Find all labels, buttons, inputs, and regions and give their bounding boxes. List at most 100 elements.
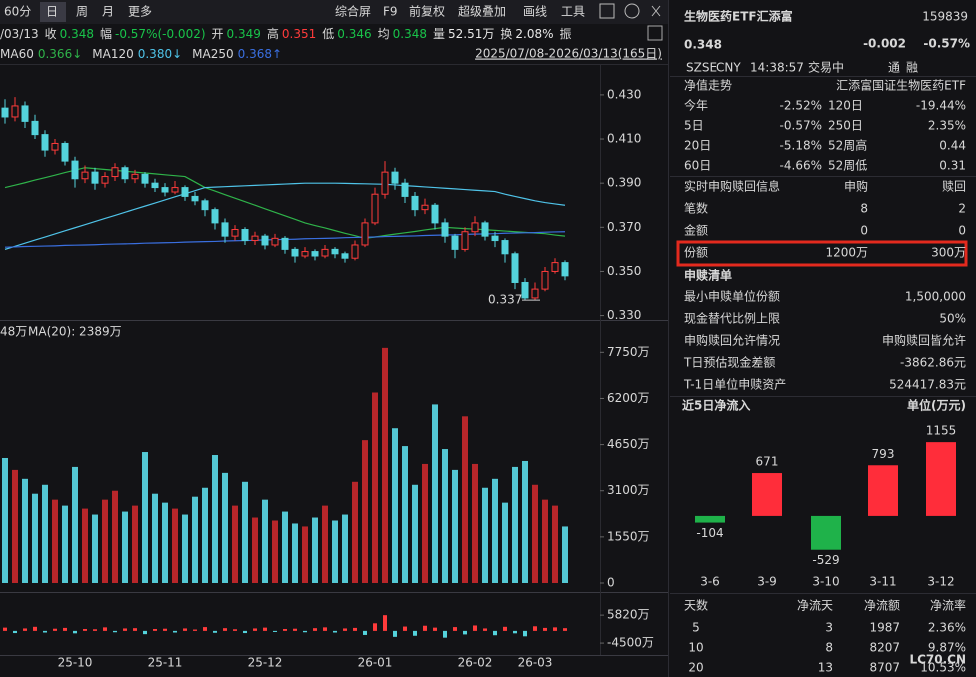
volume-bar (532, 484, 538, 583)
return: -2.52% (780, 99, 822, 113)
candle-body (261, 235, 269, 246)
flow-bar (103, 627, 107, 631)
candle-body (201, 200, 209, 211)
meta: SZSE (686, 61, 717, 75)
toolbar-item[interactable]: 日 (46, 5, 58, 19)
volume-bar (12, 469, 18, 583)
candle-body (161, 187, 169, 193)
flow-bar (313, 628, 317, 631)
volume-bar (342, 514, 348, 583)
candle-body (341, 253, 349, 259)
period: 今年 (684, 98, 708, 113)
candle-body (361, 222, 369, 246)
flow-bar (123, 628, 127, 631)
volume-bar (92, 514, 98, 583)
x-tick-label: 3-11 (869, 575, 896, 589)
flow-bar (153, 628, 157, 631)
volume-bar (252, 517, 258, 583)
candle-body (281, 237, 289, 250)
row-label: 现金替代比例上限 (684, 311, 780, 326)
candle-body (421, 204, 429, 211)
candle-body (81, 171, 89, 180)
data-label: 1155 (926, 424, 957, 438)
toolbar-item[interactable]: 更多 (128, 5, 152, 19)
x-tick-label: 3-9 (757, 575, 777, 589)
volume-bar (42, 484, 48, 583)
candle-body (61, 142, 69, 162)
quote-text: 均 (378, 27, 390, 41)
cell: -3862.86元 (900, 356, 966, 370)
icon[interactable] (647, 25, 663, 41)
toolbar-item[interactable]: 超级叠加 (458, 4, 506, 19)
quote-text: 低 (322, 27, 334, 41)
flow-bar (453, 627, 457, 631)
toolbar-item[interactable]: 60分 (4, 5, 31, 19)
section-title: 实时申购赎回信息 (684, 179, 780, 194)
volume-bar (482, 487, 488, 583)
y-tick-label: 0.390 (607, 176, 641, 190)
candle-body (311, 251, 319, 257)
ma-legend: MA60 0.366↓ MA120 0.380↓ MA250 0.368↑ (0, 47, 282, 61)
return: 0.44 (939, 139, 966, 153)
flow-bar (303, 630, 307, 633)
active-tab[interactable] (40, 2, 66, 22)
col-header: 净流天 (797, 599, 833, 613)
flow-bar (213, 630, 217, 633)
ma-line (4, 182, 566, 250)
cell: 50% (939, 312, 966, 326)
toolbar-item[interactable]: F9 (383, 5, 398, 19)
flow-bar (273, 630, 277, 632)
volume-bar (502, 502, 508, 583)
candle-body (271, 237, 279, 246)
cell: 申购赎回皆允许 (882, 333, 966, 348)
candle-body (41, 134, 49, 151)
cell: 13 (818, 661, 833, 675)
toolbar-item[interactable]: 周 (76, 5, 88, 19)
candle-body (481, 222, 489, 237)
cell: 8 (825, 641, 833, 655)
return: -0.57% (780, 119, 822, 133)
candle-body (251, 235, 259, 242)
volume-bar (472, 463, 478, 583)
quote-text: /03/13 (0, 27, 39, 41)
flow-bar (433, 627, 437, 631)
flow-bar (563, 628, 567, 631)
unit-label: 单位(万元) (907, 398, 966, 413)
x-tick-label: 26-01 (358, 656, 393, 670)
icon[interactable] (651, 5, 661, 17)
flow-bar (73, 630, 77, 634)
candle-body (11, 105, 19, 118)
change: -0.002 (863, 37, 906, 51)
volume-bar (22, 478, 28, 583)
icon[interactable] (624, 3, 640, 19)
candle-body (121, 167, 129, 180)
flow-bar (53, 628, 57, 631)
toolbar-item[interactable]: 综合屏 (335, 4, 371, 19)
ma-value: 0.380↓ (138, 47, 182, 61)
toolbar-item[interactable]: 前复权 (409, 4, 445, 19)
y-tick-label: 5820万 (607, 608, 650, 622)
candle-body (171, 187, 179, 193)
flow-bar (283, 628, 287, 631)
quote-text: 0.346 (337, 27, 371, 41)
quote-text: 0.348 (60, 27, 94, 41)
flow-bar (233, 629, 237, 631)
flow-bar (423, 625, 427, 631)
data-label: -529 (812, 553, 839, 567)
volume-bar (442, 449, 448, 583)
quote-text: 0.349 (227, 27, 261, 41)
volume-bar (222, 472, 228, 583)
icon[interactable] (599, 3, 615, 19)
quote-text: 换 (500, 27, 512, 41)
y-tick-label: 0.350 (607, 264, 641, 278)
toolbar-item[interactable]: 画线 (523, 5, 547, 19)
candle-body (181, 187, 189, 197)
flow-bar (503, 626, 507, 631)
flow-bar (253, 628, 257, 631)
cell: 2.36% (928, 621, 966, 635)
flow-bar (63, 627, 67, 631)
toolbar-item[interactable]: 月 (102, 5, 114, 19)
period: 52周高 (828, 138, 867, 153)
toolbar-item[interactable]: 工具 (561, 5, 585, 19)
x-tick-label: 3-12 (927, 575, 954, 589)
